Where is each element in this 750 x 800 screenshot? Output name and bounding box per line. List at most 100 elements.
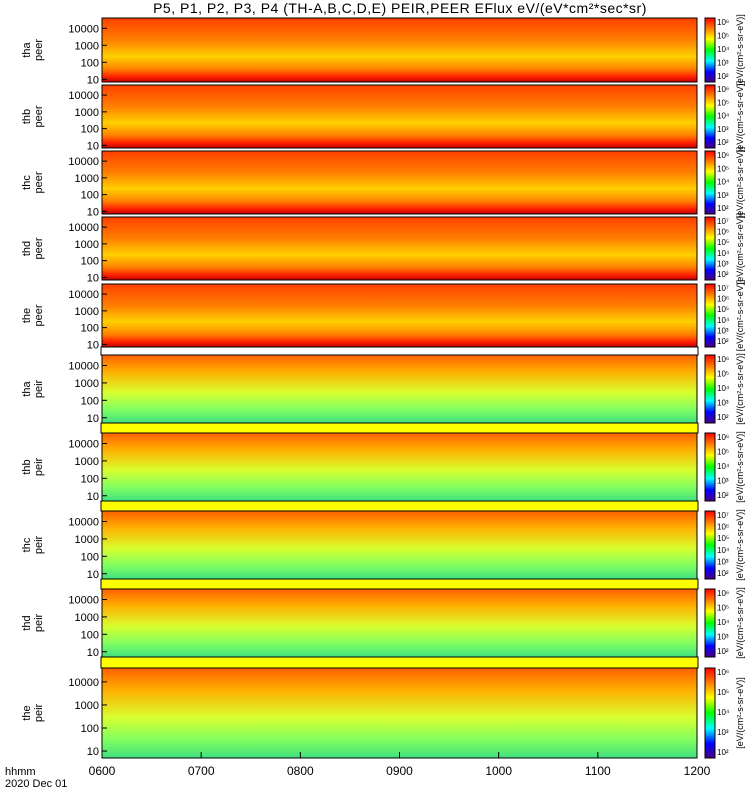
spectrogram-image xyxy=(102,511,697,579)
colorbar xyxy=(704,84,716,149)
colorbar-tick-label: 10² xyxy=(717,748,729,757)
colorbar-unit-label: [eV/(cm²-s-sr-eV)] xyxy=(735,213,745,285)
spectrogram-image xyxy=(102,284,697,347)
colorbar-unit-label: [eV/(cm²-s-sr-eV)] xyxy=(735,509,745,581)
y-tick-label: 1000 xyxy=(75,700,99,712)
x-tick-label: 0900 xyxy=(386,764,413,778)
colorbar-tick-label: 10⁶ xyxy=(717,355,729,364)
y-tick-label: 10 xyxy=(87,339,99,351)
colorbar-tick-label: 10⁷ xyxy=(717,284,729,293)
colorbar-tick-label: 10⁴ xyxy=(717,178,730,187)
colorbar-tick-label: 10⁶ xyxy=(717,668,729,677)
y-tick-label: 10 xyxy=(87,74,99,86)
spectrogram-image xyxy=(102,355,697,423)
panel-frame xyxy=(101,216,698,281)
panel-ylabel: peer xyxy=(33,304,45,326)
colorbar-tick-label: 10² xyxy=(717,270,729,279)
colorbar-unit-label: [eV/(cm²-s-sr-eV)] xyxy=(735,147,745,219)
spectrogram-image xyxy=(102,433,697,501)
spectrogram-panel: 10 100 1000 10000 thc peer 10² 10³ 10⁴ 10⁵ 10⁶ [eV/… xyxy=(21,147,745,219)
panel-ylabel: thc xyxy=(21,175,33,190)
colorbar-tick-label: 10⁶ xyxy=(717,295,729,304)
colorbar-tick-label: 10³ xyxy=(717,326,729,335)
y-tick-label: 10000 xyxy=(68,23,99,35)
y-tick-label: 100 xyxy=(81,629,99,641)
panel-ylabel: peir xyxy=(33,379,45,398)
y-tick-label: 10000 xyxy=(68,289,99,301)
panel-ylabel: thc xyxy=(21,537,33,552)
colorbar-unit-label: [eV/(cm²-s-sr-eV)] xyxy=(735,81,745,153)
colorbar-tick-label: 10⁶ xyxy=(717,85,729,94)
y-tick-label: 100 xyxy=(81,723,99,735)
spectrogram-image xyxy=(102,18,697,82)
mode-bar xyxy=(100,422,699,434)
y-tick-label: 100 xyxy=(81,190,99,202)
y-tick-label: 1000 xyxy=(75,40,99,52)
panel-ylabel: the xyxy=(21,308,33,323)
spectrogram-image xyxy=(102,217,697,280)
x-tick-label: 0600 xyxy=(89,764,116,778)
colorbar xyxy=(704,150,716,215)
mode-bar xyxy=(100,346,699,356)
colorbar-tick-label: 10³ xyxy=(717,125,729,134)
time-axis-label: hhmm xyxy=(5,766,36,778)
colorbar-unit-label: [eV/(cm²-s-sr-eV)] xyxy=(735,353,745,425)
y-tick-label: 100 xyxy=(81,124,99,136)
colorbar-tick-label: 10⁵ xyxy=(717,305,729,314)
y-tick-label: 10 xyxy=(87,272,99,284)
colorbar-tick-label: 10³ xyxy=(717,477,729,486)
colorbar xyxy=(704,17,716,83)
y-tick-label: 10000 xyxy=(68,516,99,528)
colorbar-tick-label: 10⁶ xyxy=(717,433,729,442)
colorbar-tick-label: 10³ xyxy=(717,191,729,200)
spectrogram-panel: 10 100 1000 10000 tha peir 10² 10³ 10⁴ 10⁵ 10⁶ [eV/… xyxy=(21,353,745,425)
panel-frame xyxy=(101,150,698,215)
panel-ylabel: thd xyxy=(21,615,33,630)
chart-title: P5, P1, P2, P3, P4 (TH-A,B,C,D,E) PEIR,P… xyxy=(153,0,647,16)
colorbar-tick-label: 10⁵ xyxy=(717,604,729,613)
colorbar-tick-label: 10³ xyxy=(717,259,729,268)
x-tick-label: 1200 xyxy=(684,764,711,778)
panel-ylabel: the xyxy=(21,705,33,720)
spectrogram-panel: 10 100 1000 10000 the peir 10² 10³ 10⁴ 10⁵ 10⁶ [eV/… xyxy=(21,667,745,759)
colorbar-tick-label: 10² xyxy=(717,204,729,213)
spectrogram-panel: 10 100 1000 10000 thb peir 10² 10³ 10⁴ 10⁵ 10⁶ [eV/… xyxy=(21,431,745,503)
colorbar-tick-label: 10⁵ xyxy=(717,534,729,543)
panel-ylabel: tha xyxy=(21,380,33,396)
mode-bar xyxy=(100,500,699,512)
colorbar-tick-label: 10³ xyxy=(717,557,729,566)
x-tick-label: 0700 xyxy=(188,764,215,778)
mode-bar xyxy=(100,656,699,669)
y-tick-label: 10000 xyxy=(68,90,99,102)
y-tick-label: 1000 xyxy=(75,239,99,251)
panel-ylabel: tha xyxy=(21,41,33,57)
colorbar-unit-label: [eV/(cm²-s-sr-eV)] xyxy=(735,677,745,749)
panel-ylabel: peir xyxy=(33,703,45,722)
colorbar-tick-label: 10⁴ xyxy=(717,546,730,555)
y-tick-label: 10 xyxy=(87,413,99,425)
y-tick-label: 100 xyxy=(81,57,99,69)
colorbar-tick-label: 10⁵ xyxy=(717,238,729,247)
y-tick-label: 100 xyxy=(81,551,99,563)
colorbar-tick-label: 10⁶ xyxy=(717,228,729,237)
y-tick-label: 10000 xyxy=(68,594,99,606)
panel-ylabel: peer xyxy=(33,171,45,193)
y-tick-label: 10000 xyxy=(68,156,99,168)
colorbar-tick-label: 10⁵ xyxy=(717,98,729,107)
colorbar-tick-label: 10⁶ xyxy=(717,151,729,160)
spectrogram-panel: 10 100 1000 10000 thc peir 10² 10³ 10⁴ 10⁵ 10⁶ 10⁷ [… xyxy=(21,509,745,581)
spectrogram-panel: 10 100 1000 10000 thb peer 10² 10³ 10⁴ 10⁵ 10⁶ [eV/… xyxy=(21,81,745,153)
colorbar-tick-label: 10⁴ xyxy=(717,384,730,393)
colorbar-tick-label: 10² xyxy=(717,337,729,346)
y-tick-label: 10000 xyxy=(68,677,99,689)
colorbar-tick-label: 10⁴ xyxy=(717,708,730,717)
colorbar-unit-label: [eV/(cm²-s-sr-eV)] xyxy=(735,14,745,86)
y-tick-label: 1000 xyxy=(75,534,99,546)
colorbar-tick-label: 10³ xyxy=(717,399,729,408)
colorbar-tick-label: 10² xyxy=(717,72,729,81)
y-tick-label: 1000 xyxy=(75,378,99,390)
panel-frame xyxy=(101,84,698,149)
y-tick-label: 1000 xyxy=(75,456,99,468)
colorbar-tick-label: 10⁴ xyxy=(717,618,730,627)
